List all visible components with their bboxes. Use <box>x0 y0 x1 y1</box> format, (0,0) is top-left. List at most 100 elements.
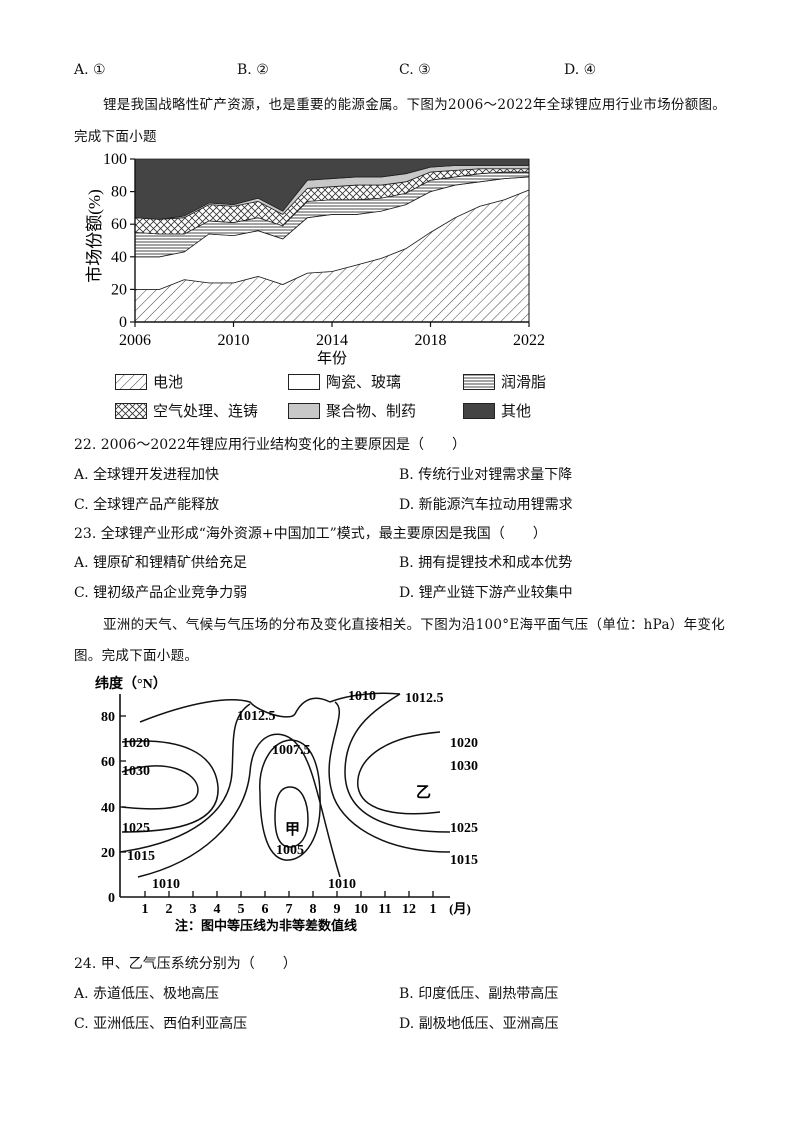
q24-option-a[interactable]: A. 赤道低压、极地高压 <box>74 986 220 1002</box>
area-x-tick-label: 2018 <box>415 332 447 349</box>
contour-label-1020-right: 1020 <box>450 736 478 751</box>
q23-option-d[interactable]: D. 锂产业链下游产业较集中 <box>399 585 573 601</box>
x-unit-label: (月) <box>449 901 471 916</box>
area-y-tick-label: 60 <box>111 216 127 233</box>
contour-label-1020-left: 1020 <box>122 736 150 751</box>
q22-option-c[interactable]: C. 全球锂产品产能释放 <box>74 497 220 513</box>
contour-1025-left <box>121 740 219 833</box>
area-y-tick-label: 100 <box>103 151 127 168</box>
q23-option-a[interactable]: A. 锂原矿和锂精矿供给充足 <box>74 555 248 571</box>
q23-option-c[interactable]: C. 锂初级产品企业竞争力弱 <box>74 585 248 601</box>
prev-option-b: B. ② <box>237 62 269 78</box>
polymer-swatch <box>288 402 320 419</box>
area-x-tick-label: 2022 <box>513 332 545 349</box>
x-tick-8: 8 <box>310 902 317 917</box>
label-jia: 甲 <box>285 821 300 838</box>
x-tick-9: 9 <box>334 902 341 917</box>
other-swatch <box>463 402 495 419</box>
air-swatch <box>115 402 147 419</box>
contour-label-1015-right: 1015 <box>450 853 478 868</box>
contour-1012-5-top-right <box>329 692 401 703</box>
contour-1012-top <box>139 697 331 723</box>
q24-option-d[interactable]: D. 副极地低压、亚洲高压 <box>399 1016 559 1032</box>
legend-grease: 润滑脂 <box>463 371 546 392</box>
contour-label-1005: 1005 <box>276 843 304 858</box>
x-tick-10: 10 <box>354 902 368 917</box>
q22-option-a[interactable]: A. 全球锂开发进程加快 <box>74 467 220 483</box>
x-tick-5: 5 <box>238 902 245 917</box>
contour-1007-5 <box>259 739 321 861</box>
q22-option-d[interactable]: D. 新能源汽车拉动用锂需求 <box>399 497 573 513</box>
legend-ceramics: 陶瓷、玻璃 <box>288 371 401 392</box>
contour-1005 <box>274 786 309 848</box>
contour-1015-right <box>328 701 451 853</box>
contour-1010-lower <box>137 733 341 878</box>
q22-option-b[interactable]: B. 传统行业对锂需求量下降 <box>399 467 573 483</box>
contour-label-1010-left: 1010 <box>152 877 180 892</box>
contour-1025-right <box>344 693 451 833</box>
contour-label-1010-right: 1010 <box>328 877 356 892</box>
contour-label-1012-5-left: 1012.5 <box>237 709 276 724</box>
y-tick-80: 80 <box>101 710 115 725</box>
legend-air-label: 空气处理、连铸 <box>153 402 259 420</box>
x-tick-11: 11 <box>378 902 391 917</box>
y-tick-60: 60 <box>101 755 115 770</box>
contour-label-1030-left: 1030 <box>122 764 150 779</box>
intro-pressure-line2: 图。完成下面小题。 <box>74 648 199 664</box>
contour-label-1015-left: 1015 <box>127 849 155 864</box>
q24-option-c[interactable]: C. 亚洲低压、西伯利亚高压 <box>74 1016 248 1032</box>
q23-option-b[interactable]: B. 拥有提锂技术和成本优势 <box>399 555 573 571</box>
x-tick-1b: 1 <box>430 902 437 917</box>
intro-lithium-line2: 完成下面小题 <box>74 129 157 145</box>
intro-pressure-line1: 亚洲的天气、气候与气压场的分布及变化直接相关。下图为沿100°E海平面气压（单位… <box>103 617 725 633</box>
legend-battery-label: 电池 <box>153 373 184 391</box>
x-tick-7: 7 <box>286 902 293 917</box>
q24-option-b[interactable]: B. 印度低压、副热带高压 <box>399 986 559 1002</box>
sea-level-pressure-chart: 80 60 40 20 0 1 2 3 4 5 6 7 8 9 10 11 12… <box>95 675 478 933</box>
grease-swatch <box>463 373 495 390</box>
q24-stem: 24. 甲、乙气压系统分别为（ ） <box>74 956 297 972</box>
x-tick-4: 4 <box>214 902 221 917</box>
q22-stem: 22. 2006～2022年锂应用行业结构变化的主要原因是（ ） <box>74 437 466 453</box>
contour-label-1025-right: 1025 <box>450 821 478 836</box>
legend-polymer: 聚合物、制药 <box>288 400 416 421</box>
contour-1030-left <box>121 765 199 810</box>
q23-stem: 23. 全球锂产业形成“海外资源+中国加工”模式，最主要原因是我国（ ） <box>74 526 547 542</box>
y-tick-20: 20 <box>101 846 115 861</box>
x-tick-3: 3 <box>190 902 197 917</box>
area-x-tick-label: 2014 <box>316 332 348 349</box>
area-y-tick-label: 80 <box>111 184 127 201</box>
prev-option-a: A. ① <box>74 62 106 78</box>
contour-1030-right <box>357 731 441 815</box>
lithium-market-share-chart: 0 20 40 60 80 100 2006 2010 2014 2018 2022 市场份额(%)… <box>85 151 545 367</box>
legend-polymer-label: 聚合物、制药 <box>326 402 417 420</box>
intro-lithium-line1: 锂是我国战略性矿产资源，也是重要的能源金属。下图为2006～2022年全球锂应用… <box>103 97 727 113</box>
area-chart-ylabel: 市场份额(%) <box>85 189 104 282</box>
x-tick-6: 6 <box>262 902 269 917</box>
contour-label-1012-5-right: 1012.5 <box>405 691 444 706</box>
ceramics-swatch <box>288 373 320 390</box>
latitude-axis-label: 纬度（°N） <box>95 675 167 692</box>
chart-note: 注：图中等压线为非等差数值线 <box>175 918 357 933</box>
prev-option-c: C. ③ <box>399 62 431 78</box>
legend-battery: 电池 <box>115 371 183 392</box>
area-y-tick-label: 40 <box>111 249 127 266</box>
area-x-tick-label: 2010 <box>218 332 250 349</box>
legend-grease-label: 润滑脂 <box>501 373 547 391</box>
contour-1015-left <box>119 703 251 853</box>
x-tick-1: 1 <box>142 902 149 917</box>
legend-other-label: 其他 <box>501 402 532 420</box>
label-yi: 乙 <box>416 785 431 801</box>
x-tick-12: 12 <box>402 902 416 917</box>
contour-label-1025-left: 1025 <box>122 821 150 836</box>
area-y-tick-label: 20 <box>111 281 127 298</box>
contour-label-1007-5: 1007.5 <box>272 743 311 758</box>
y-tick-40: 40 <box>101 801 115 816</box>
contour-label-1030-right: 1030 <box>450 759 478 774</box>
prev-option-d: D. ④ <box>564 62 597 78</box>
legend-air: 空气处理、连铸 <box>115 400 258 421</box>
area-y-tick-label: 0 <box>119 314 127 331</box>
legend-other: 其他 <box>463 400 531 421</box>
battery-swatch <box>115 373 147 390</box>
x-tick-2: 2 <box>166 902 173 917</box>
